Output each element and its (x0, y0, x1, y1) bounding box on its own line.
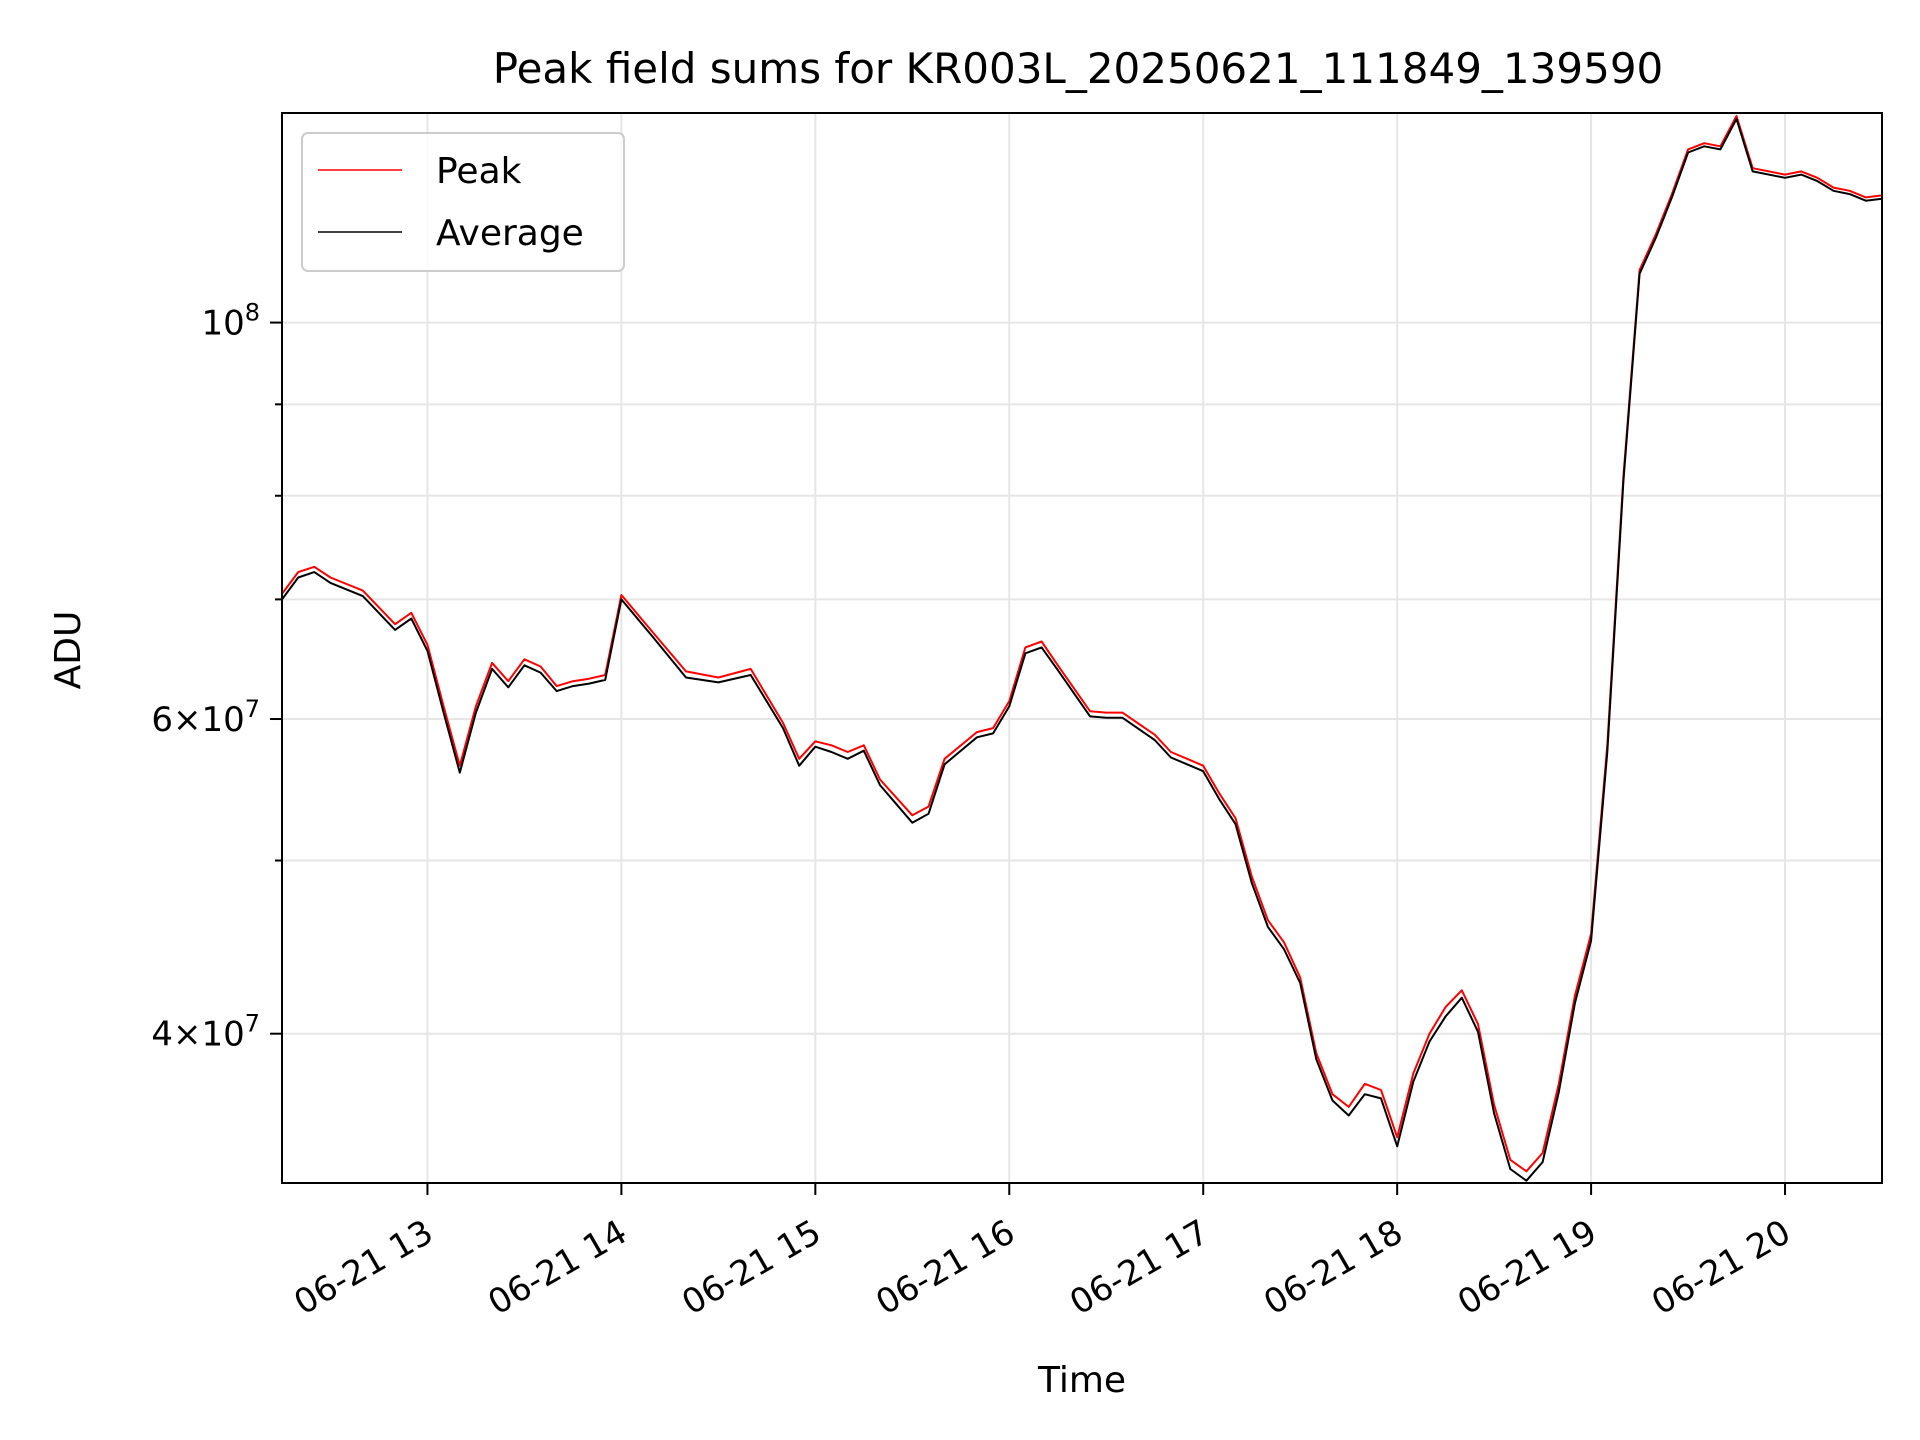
grid (282, 113, 1882, 1183)
x-axis-label: Time (1037, 1360, 1126, 1401)
y-tick-label: 4×107 (151, 1010, 260, 1055)
y-axis: 4×107 6×107 108 (151, 299, 282, 1055)
x-tick-label: 06-21 15 (675, 1212, 827, 1323)
x-axis: 06-21 13 06-21 14 06-21 15 06-21 16 06-21 17… (288, 1183, 1798, 1323)
x-tick-label: 06-21 17 (1063, 1212, 1215, 1323)
x-tick-label: 06-21 20 (1645, 1212, 1797, 1323)
y-tick-label: 108 (201, 299, 260, 344)
x-tick-label: 06-21 16 (869, 1212, 1021, 1323)
legend-label-average: Average (436, 213, 584, 254)
x-tick-label: 06-21 13 (288, 1212, 440, 1323)
x-tick-label: 06-21 14 (482, 1212, 634, 1323)
x-tick-label: 06-21 19 (1451, 1212, 1603, 1323)
chart-title: Peak field sums for KR003L_20250621_1118… (493, 44, 1664, 93)
series-layer (282, 115, 1882, 1182)
y-tick-label: 6×107 (151, 695, 260, 740)
x-tick-label: 06-21 18 (1257, 1212, 1409, 1323)
series-line-average (282, 117, 1882, 1182)
plot-frame (281, 112, 1883, 1184)
y-axis-label: ADU (48, 611, 89, 690)
legend: Peak Average (301, 132, 625, 272)
legend-label-peak: Peak (436, 151, 522, 192)
series-line-peak (282, 115, 1882, 1173)
legend-box (301, 132, 625, 272)
